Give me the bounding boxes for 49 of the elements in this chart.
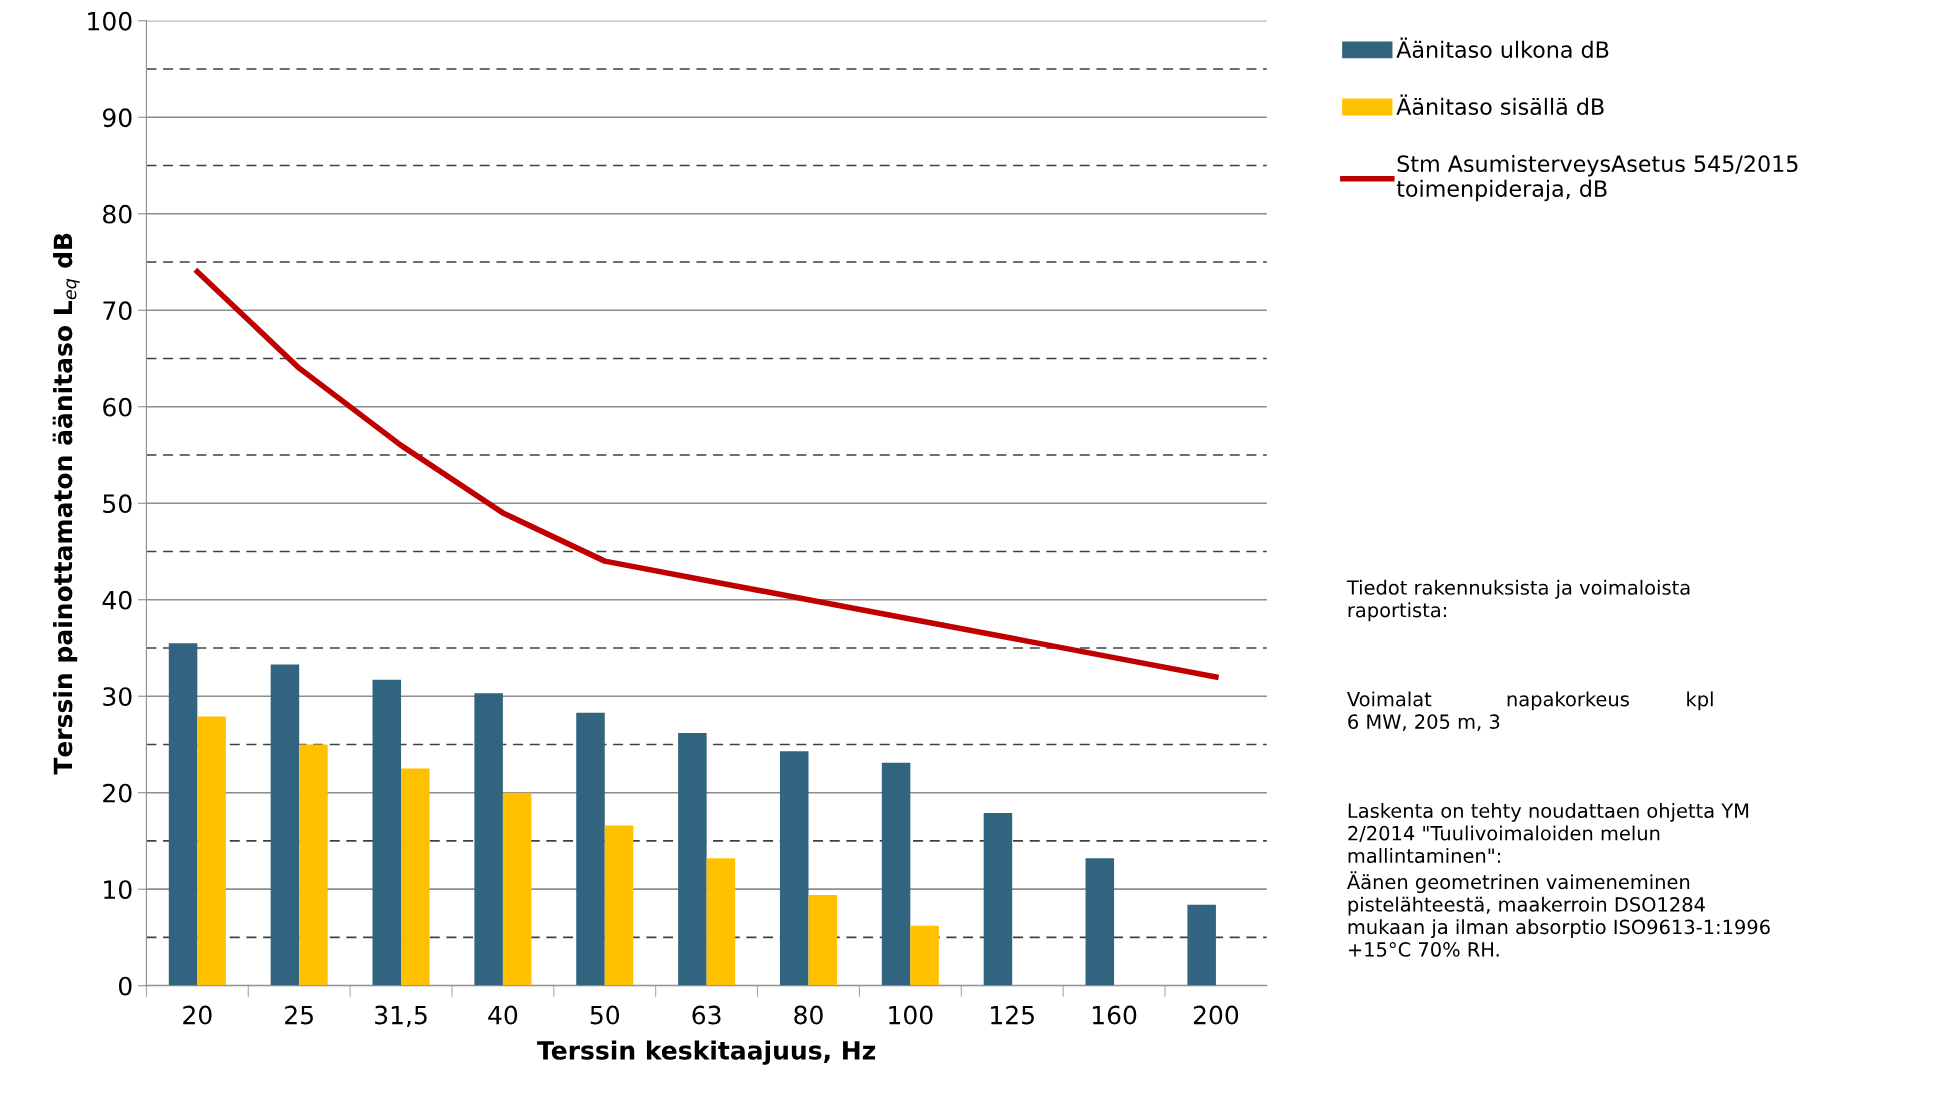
y-tick-label: 60 — [103, 397, 132, 417]
bar — [502, 792, 532, 986]
bar — [910, 925, 939, 986]
bar — [1085, 858, 1115, 986]
bar — [983, 812, 1013, 986]
x-tick-label: 125 — [991, 1005, 1034, 1025]
bar — [678, 732, 707, 986]
bar — [881, 762, 911, 986]
legend-label: Äänitaso ulkona dB — [1396, 37, 1609, 58]
y-tick-label: 40 — [102, 590, 132, 610]
y-tick-label: 100 — [88, 11, 132, 31]
text: Laskenta on tehty noudattaen ohjetta YM 2/2014 "Tuulivoimaloiden melun mallintaminen": Äänen geometrinen vaimeneminen pistelähteestä, maakerroin DSO1284 mukaan ja ilman absorptio ISO9613-1:1996 +15°C 70% RH. — [1347, 803, 1770, 957]
bar — [474, 693, 503, 986]
x-tick-label: 100 — [889, 1005, 933, 1025]
y-tick-label: 70 — [103, 301, 132, 321]
text: Tiedot rakennuksista ja voimaloista raportista: — [1346, 579, 1690, 622]
bar — [299, 744, 328, 986]
x-tick-label: 31,5 — [375, 1005, 427, 1028]
y-tick-label: 10 — [104, 880, 132, 900]
bar — [706, 858, 736, 986]
bar — [779, 751, 809, 986]
bar — [270, 664, 300, 986]
x-tick-label: 40 — [488, 1005, 518, 1025]
bar — [372, 679, 402, 986]
x-tick-label: 200 — [1193, 1005, 1239, 1025]
x-tick-label: 160 — [1092, 1005, 1137, 1025]
x-tick-label: 20 — [183, 1005, 212, 1025]
bar — [808, 894, 837, 986]
legend-label: Stm AsumisterveysAsetus 545/2015 toimenpideraja, dB — [1396, 154, 1798, 202]
x-tick-label: 63 — [692, 1005, 721, 1025]
x-axis-title: Terssin keskitaajuus, Hz — [537, 1040, 876, 1065]
y-tick-label: 90 — [102, 108, 132, 128]
bar — [401, 768, 430, 986]
x-tick-label: 50 — [590, 1005, 620, 1025]
bar — [576, 712, 605, 986]
y-tick-label: 80 — [103, 204, 132, 224]
bar — [604, 825, 634, 986]
y-tick-label: 0 — [118, 976, 132, 996]
y-tick-label: 20 — [103, 783, 132, 803]
y-axis-title: Terssin painottamaton äänitaso L$_{eq}$ dB — [52, 233, 80, 775]
y-tick-label: 30 — [103, 687, 132, 707]
legend-label: Äänitaso sisällä dB — [1396, 94, 1604, 116]
x-tick-label: 80 — [794, 1005, 823, 1025]
bar — [1187, 904, 1216, 986]
bar — [168, 643, 198, 986]
y-tick-label: 50 — [103, 494, 132, 514]
bar — [197, 716, 226, 986]
text: Voimalat napakorkeus kpl 6 MW, 205 m, 3 — [1347, 691, 1713, 731]
x-tick-label: 25 — [285, 1005, 313, 1025]
